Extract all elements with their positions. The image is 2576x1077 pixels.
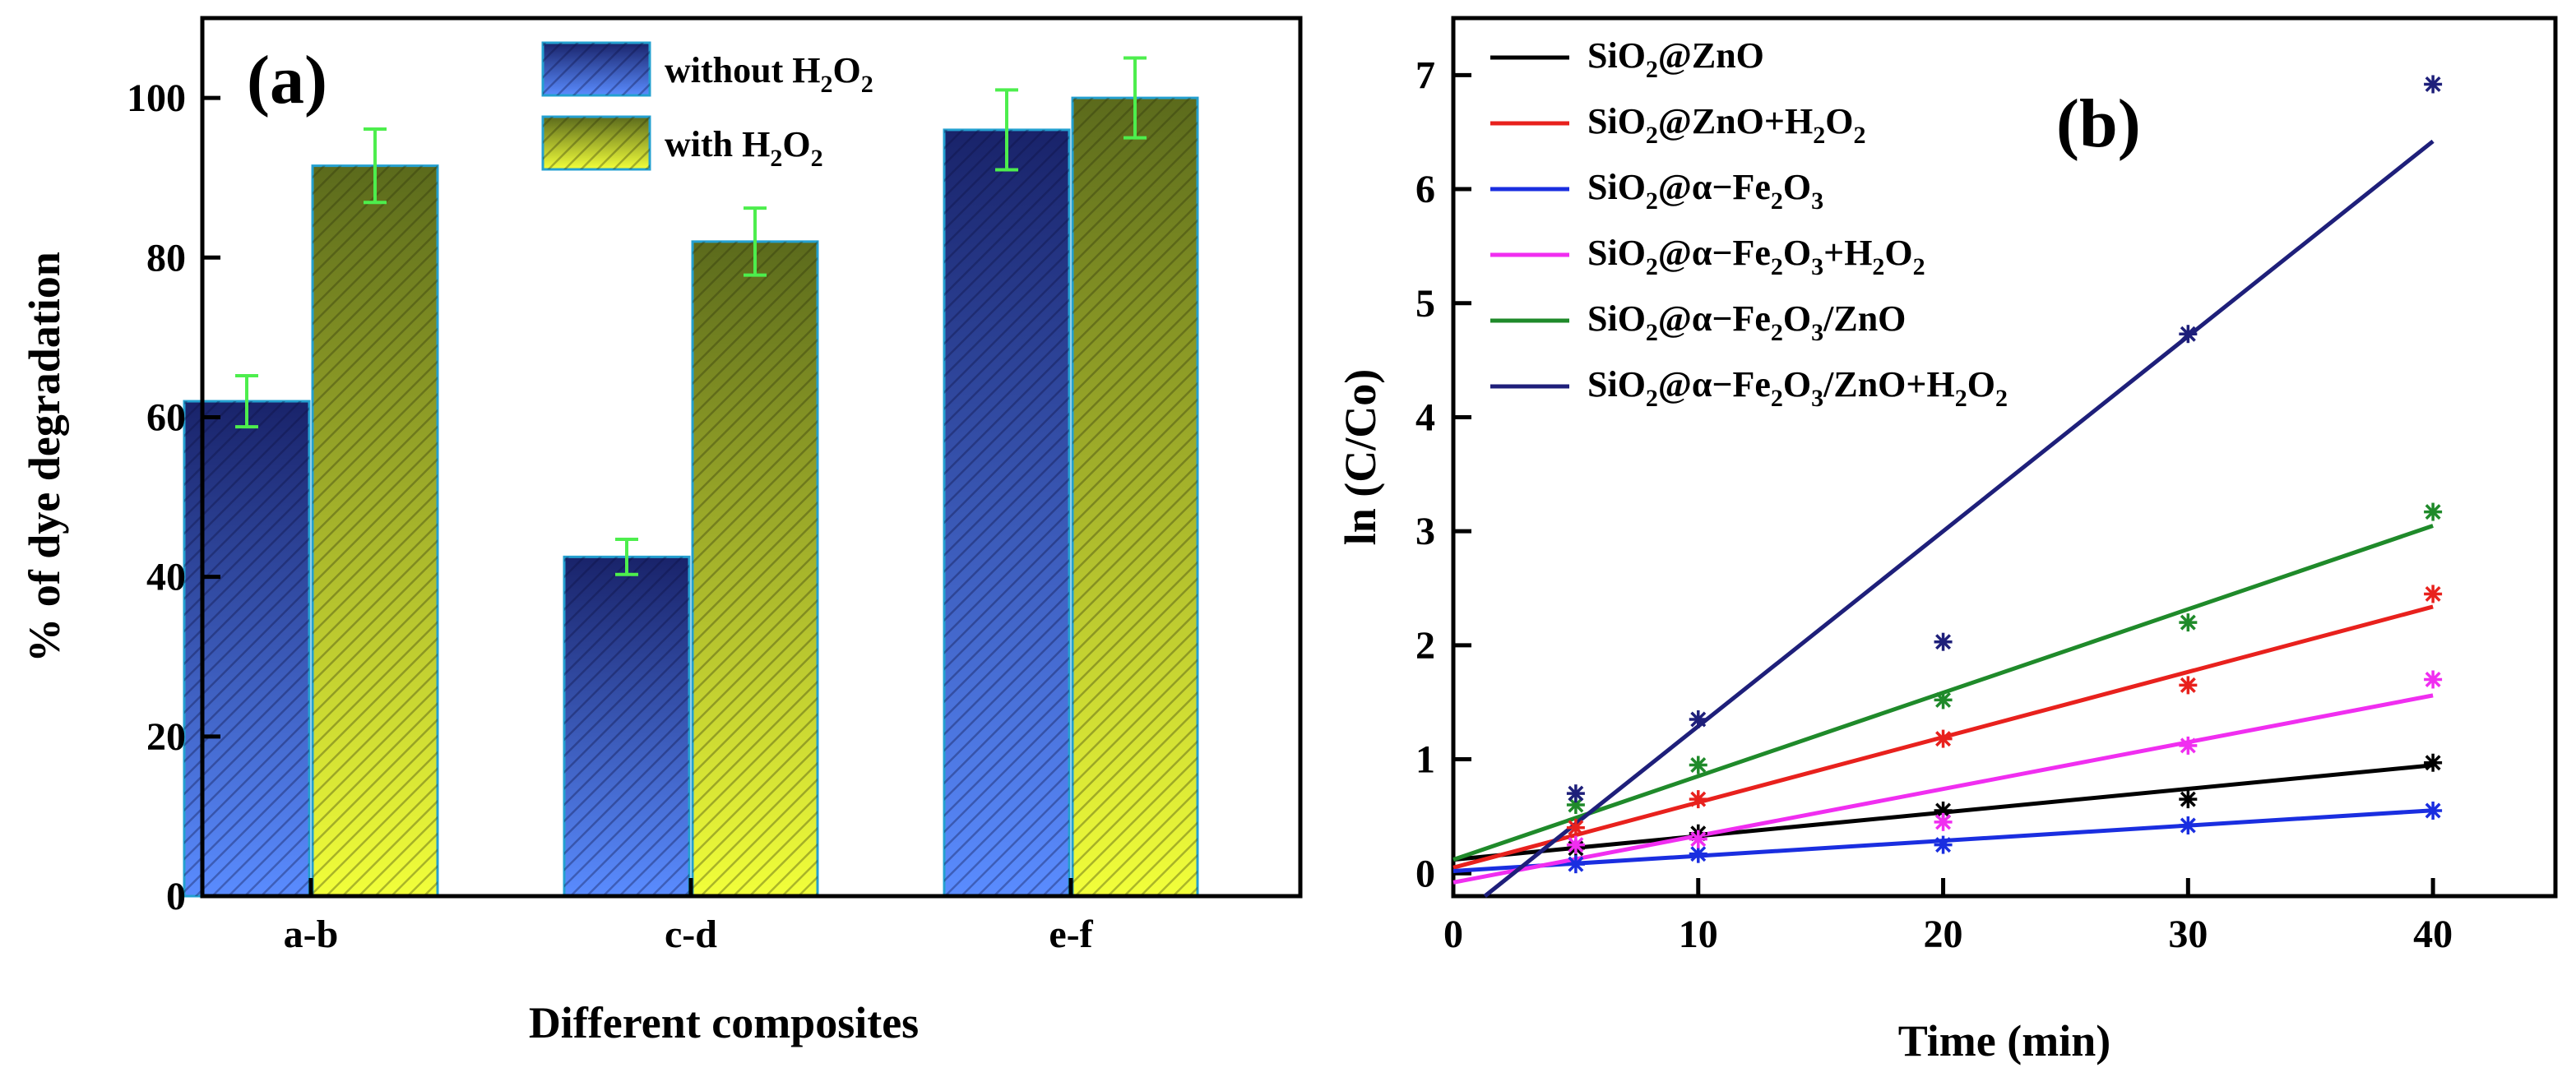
x-tick-label: c-d bbox=[665, 913, 717, 956]
panel-a-frame bbox=[200, 16, 1303, 899]
panel-a-y-axis-label: % of dye degradation bbox=[20, 252, 69, 663]
x-tick-label: 0 bbox=[1443, 913, 1463, 956]
data-point-sio2-zno-h2o2 bbox=[2424, 585, 2443, 603]
y-tick-label: 5 bbox=[1415, 282, 1435, 326]
panel-a-label: (a) bbox=[247, 42, 327, 118]
legend-label-sio2-fe2o3-zno-h2o2: SiO2@α−Fe2O3/ZnO+H2O2 bbox=[1587, 364, 2008, 412]
data-point-sio2-fe2o3-zno-h2o2 bbox=[2179, 325, 2198, 344]
data-point-sio2-fe2o3-zno bbox=[2179, 613, 2198, 632]
legend-label-sio2-fe2o3: SiO2@α−Fe2O3 bbox=[1587, 167, 1823, 215]
y-tick-label: 4 bbox=[1415, 395, 1435, 439]
data-point-sio2-zno bbox=[2424, 753, 2443, 772]
panel-b-x-axis-label: Time (min) bbox=[1898, 1016, 2110, 1065]
error-bar-e-f-with-h2o2 bbox=[1124, 56, 1147, 140]
data-point-sio2-fe2o3-h2o2 bbox=[1566, 835, 1585, 854]
data-point-sio2-zno bbox=[1934, 801, 1953, 820]
panel-b-y-axis-label: ln (C/Co) bbox=[1336, 369, 1385, 546]
y-tick-label: 0 bbox=[166, 875, 186, 918]
bar-hatch bbox=[944, 129, 1069, 897]
error-bar-c-d-with-h2o2 bbox=[744, 206, 767, 277]
panel-b-kinetics-plot: 0 1 2 3 4 5 6 7 0 10 20 30 40 (b) Time (min) ln (C/… bbox=[1336, 16, 2558, 1065]
y-tick-label: 100 bbox=[127, 76, 186, 120]
data-point-sio2-fe2o3 bbox=[1934, 835, 1953, 854]
y-tick-label: 1 bbox=[1415, 738, 1435, 782]
bar-hatch bbox=[693, 241, 818, 896]
panel-a-x-axis-label: Different composites bbox=[529, 998, 919, 1047]
y-tick-label: 0 bbox=[1415, 852, 1435, 895]
data-point-sio2-zno-h2o2 bbox=[1566, 818, 1585, 837]
x-tick-label: 40 bbox=[2413, 913, 2453, 956]
data-point-sio2-fe2o3-h2o2 bbox=[2179, 736, 2198, 755]
panel-a-legend: without H2O2 with H2O2 bbox=[541, 41, 873, 172]
data-point-sio2-fe2o3 bbox=[2424, 801, 2443, 820]
bar-hatch bbox=[564, 557, 689, 896]
y-tick-label: 2 bbox=[1415, 624, 1435, 668]
legend-label-sio2-fe2o3-h2o2: SiO2@α−Fe2O3+H2O2 bbox=[1587, 233, 1925, 280]
x-tick-label: e-f bbox=[1049, 913, 1093, 956]
y-tick-label: 80 bbox=[146, 236, 186, 280]
bar-hatch bbox=[1073, 98, 1198, 896]
data-point-sio2-fe2o3-h2o2 bbox=[1934, 812, 1953, 831]
legend-label-without-h2o2: without H2O2 bbox=[665, 50, 873, 98]
data-point-sio2-fe2o3-h2o2 bbox=[1689, 830, 1707, 848]
x-tick-label: a-b bbox=[284, 913, 339, 956]
data-point-sio2-fe2o3-zno-h2o2 bbox=[1934, 632, 1953, 651]
data-point-sio2-fe2o3-zno-h2o2 bbox=[2424, 75, 2443, 94]
data-point-sio2-fe2o3-zno-h2o2 bbox=[1689, 710, 1707, 729]
data-point-sio2-fe2o3-zno bbox=[1934, 691, 1953, 710]
legend-label-with-h2o2: with H2O2 bbox=[665, 124, 823, 172]
y-tick-label: 3 bbox=[1415, 510, 1435, 553]
data-point-sio2-fe2o3-zno bbox=[1689, 756, 1707, 774]
panel-b-frame bbox=[1451, 16, 2558, 899]
error-bar-a-b-without-h2o2 bbox=[235, 373, 258, 429]
data-point-sio2-fe2o3 bbox=[1566, 855, 1585, 874]
y-tick-label: 40 bbox=[146, 556, 186, 599]
panel-a-bar-chart: 0 20 40 60 80 100 a-b c-d e-f (a) Different com… bbox=[20, 16, 1303, 1047]
panel-b-legend: SiO2@ZnO SiO2@ZnO+H2O2 SiO2@α−Fe2O3 SiO2@α−… bbox=[1490, 35, 2008, 412]
fit-line-sio2-fe2o3-zno-h2o2 bbox=[1483, 139, 2435, 898]
data-point-sio2-zno-h2o2 bbox=[2179, 676, 2198, 695]
y-tick-label: 7 bbox=[1415, 53, 1435, 97]
error-bar-e-f-without-h2o2 bbox=[995, 88, 1018, 172]
error-bar-a-b-with-h2o2 bbox=[364, 127, 387, 205]
data-point-sio2-zno bbox=[2179, 790, 2198, 809]
data-point-sio2-fe2o3-zno bbox=[2424, 502, 2443, 521]
data-point-sio2-fe2o3 bbox=[2179, 816, 2198, 835]
bar-hatch bbox=[313, 165, 438, 897]
x-tick-label: 20 bbox=[1924, 913, 1963, 956]
panel-b-label: (b) bbox=[2056, 86, 2141, 162]
legend-label-sio2-fe2o3-zno: SiO2@α−Fe2O3/ZnO bbox=[1587, 298, 1906, 346]
legend-label-sio2-zno: SiO2@ZnO bbox=[1587, 35, 1764, 83]
data-point-sio2-zno-h2o2 bbox=[1934, 729, 1953, 748]
x-tick-label: 10 bbox=[1679, 913, 1718, 956]
x-tick-label: 30 bbox=[2168, 913, 2208, 956]
legend-label-sio2-zno-h2o2: SiO2@ZnO+H2O2 bbox=[1587, 101, 1865, 149]
error-bar-c-d-without-h2o2 bbox=[615, 538, 638, 576]
data-point-sio2-zno-h2o2 bbox=[1689, 790, 1707, 809]
y-tick-label: 6 bbox=[1415, 168, 1435, 211]
y-tick-label: 60 bbox=[146, 395, 186, 439]
data-point-sio2-fe2o3-zno-h2o2 bbox=[1566, 784, 1585, 803]
y-tick-label: 20 bbox=[146, 715, 186, 759]
fit-line-sio2-fe2o3-h2o2 bbox=[1452, 693, 2434, 885]
bar-hatch bbox=[184, 401, 309, 896]
data-point-sio2-fe2o3-h2o2 bbox=[2424, 670, 2443, 689]
